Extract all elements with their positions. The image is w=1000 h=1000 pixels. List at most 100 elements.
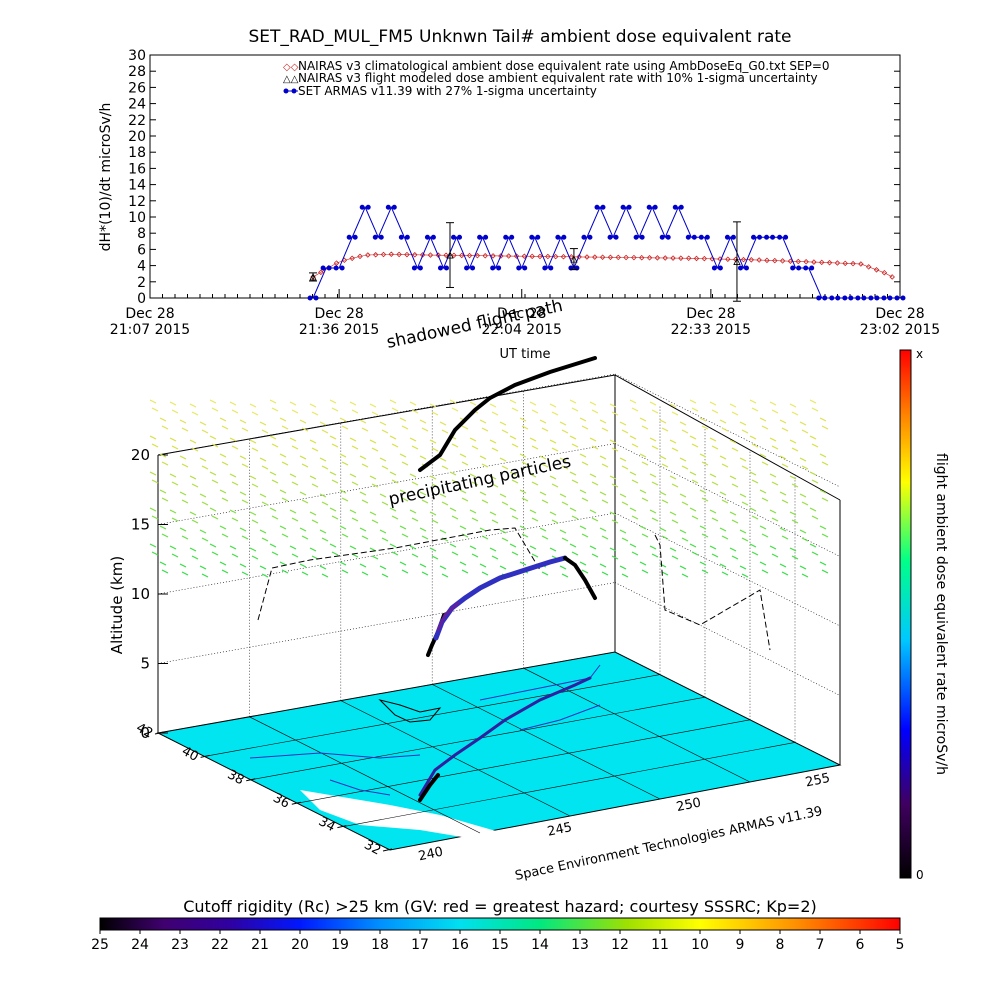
latitude-tick-label: 34 bbox=[316, 814, 338, 835]
particle-mark bbox=[489, 547, 497, 552]
particle-mark bbox=[461, 461, 469, 466]
particle-mark bbox=[801, 465, 809, 470]
particle-mark bbox=[171, 409, 179, 414]
armas-point bbox=[659, 234, 665, 240]
particle-mark bbox=[319, 457, 327, 462]
particle-mark bbox=[751, 551, 759, 556]
particle-mark bbox=[149, 435, 157, 440]
particle-mark bbox=[611, 555, 619, 560]
armas-point bbox=[346, 234, 352, 240]
particle-mark bbox=[721, 427, 729, 432]
particle-mark bbox=[819, 453, 827, 458]
latitude-tick bbox=[337, 825, 347, 829]
nairas-clim-point bbox=[881, 269, 888, 276]
particle-mark bbox=[419, 419, 427, 424]
armas-point bbox=[451, 234, 457, 240]
particle-mark bbox=[479, 455, 487, 460]
particle-mark bbox=[241, 535, 249, 540]
armas-point bbox=[587, 234, 593, 240]
particle-mark bbox=[649, 545, 657, 550]
particle-mark bbox=[529, 545, 537, 550]
particle-mark bbox=[501, 537, 509, 542]
particle-mark bbox=[371, 411, 379, 416]
particle-mark bbox=[251, 483, 259, 488]
longitude-tick-label: 245 bbox=[546, 820, 573, 840]
particle-mark bbox=[339, 453, 347, 458]
cutoff-tick-label: 25 bbox=[91, 937, 109, 953]
particle-mark bbox=[589, 401, 597, 406]
particle-mark bbox=[609, 439, 617, 444]
particle-mark bbox=[749, 507, 757, 512]
armas-point bbox=[796, 265, 802, 271]
latitude-tick bbox=[246, 778, 256, 782]
particle-mark bbox=[439, 529, 447, 534]
particle-mark bbox=[351, 517, 359, 522]
particle-mark bbox=[229, 509, 237, 514]
altitude-ticks: 0 5 10 15 20 bbox=[131, 446, 168, 742]
particle-mark bbox=[589, 437, 597, 442]
particle-mark bbox=[401, 569, 409, 574]
nairas-clim-point bbox=[521, 253, 528, 260]
particle-mark bbox=[751, 515, 759, 520]
particle-mark bbox=[779, 527, 787, 532]
particle-mark bbox=[251, 555, 259, 560]
armas-point bbox=[698, 234, 704, 240]
particle-mark bbox=[639, 561, 647, 566]
particle-mark bbox=[451, 551, 459, 556]
particle-mark bbox=[201, 429, 209, 434]
particle-mark bbox=[211, 407, 219, 412]
dose-rate-chart: SET_RAD_MUL_FM5 Unknwn Tail# ambient dos… bbox=[98, 27, 940, 362]
nairas-clim-point bbox=[818, 259, 825, 266]
armas-point bbox=[424, 234, 430, 240]
particle-mark bbox=[739, 457, 747, 462]
particle-mark bbox=[561, 573, 569, 578]
particle-mark bbox=[229, 545, 237, 550]
particle-mark bbox=[761, 569, 769, 574]
particle-mark bbox=[261, 537, 269, 542]
particle-mark bbox=[709, 473, 717, 478]
particle-mark bbox=[661, 463, 669, 468]
armas-point bbox=[874, 295, 880, 301]
cutoff-colorbar-title: Cutoff rigidity (Rc) >25 km (GV: red = g… bbox=[183, 897, 817, 916]
particle-mark bbox=[429, 511, 437, 516]
particle-mark bbox=[519, 417, 527, 422]
nairas-clim-point bbox=[537, 253, 543, 260]
latitude-tick bbox=[382, 848, 393, 852]
particle-mark bbox=[761, 497, 769, 502]
particle-mark bbox=[259, 421, 267, 426]
longitude-tick-label: 255 bbox=[804, 771, 831, 791]
particle-mark bbox=[741, 537, 749, 542]
ground-grid-line bbox=[297, 719, 751, 804]
particle-mark bbox=[359, 419, 367, 424]
particle-mark bbox=[509, 399, 517, 404]
particle-mark bbox=[511, 551, 519, 556]
particle-mark bbox=[239, 527, 247, 532]
particle-mark bbox=[501, 429, 509, 434]
particle-mark bbox=[201, 573, 209, 578]
particle-mark bbox=[299, 491, 307, 496]
particle-mark bbox=[359, 455, 367, 460]
particle-mark bbox=[359, 527, 367, 532]
armas-point bbox=[496, 265, 502, 271]
armas-point bbox=[548, 265, 554, 271]
particle-mark bbox=[671, 483, 679, 488]
particle-mark bbox=[801, 429, 809, 434]
armas-point bbox=[809, 265, 815, 271]
particle-mark bbox=[469, 401, 477, 406]
particle-mark bbox=[559, 493, 567, 498]
armas-point bbox=[724, 234, 730, 240]
x-tick-date: Dec 28 bbox=[497, 306, 546, 322]
particle-mark bbox=[519, 453, 527, 458]
nairas-clim-point bbox=[365, 252, 371, 258]
particle-mark bbox=[801, 501, 809, 506]
particle-mark bbox=[791, 447, 799, 452]
cutoff-tick-label: 9 bbox=[736, 937, 745, 953]
nairas-clim-point bbox=[396, 251, 402, 258]
particle-mark bbox=[169, 545, 177, 550]
particle-mark bbox=[651, 445, 659, 450]
particle-mark bbox=[621, 501, 629, 506]
particle-mark bbox=[619, 493, 627, 498]
particle-mark bbox=[149, 471, 157, 476]
cutoff-tick-label: 8 bbox=[776, 937, 785, 953]
armas-point bbox=[509, 234, 515, 240]
